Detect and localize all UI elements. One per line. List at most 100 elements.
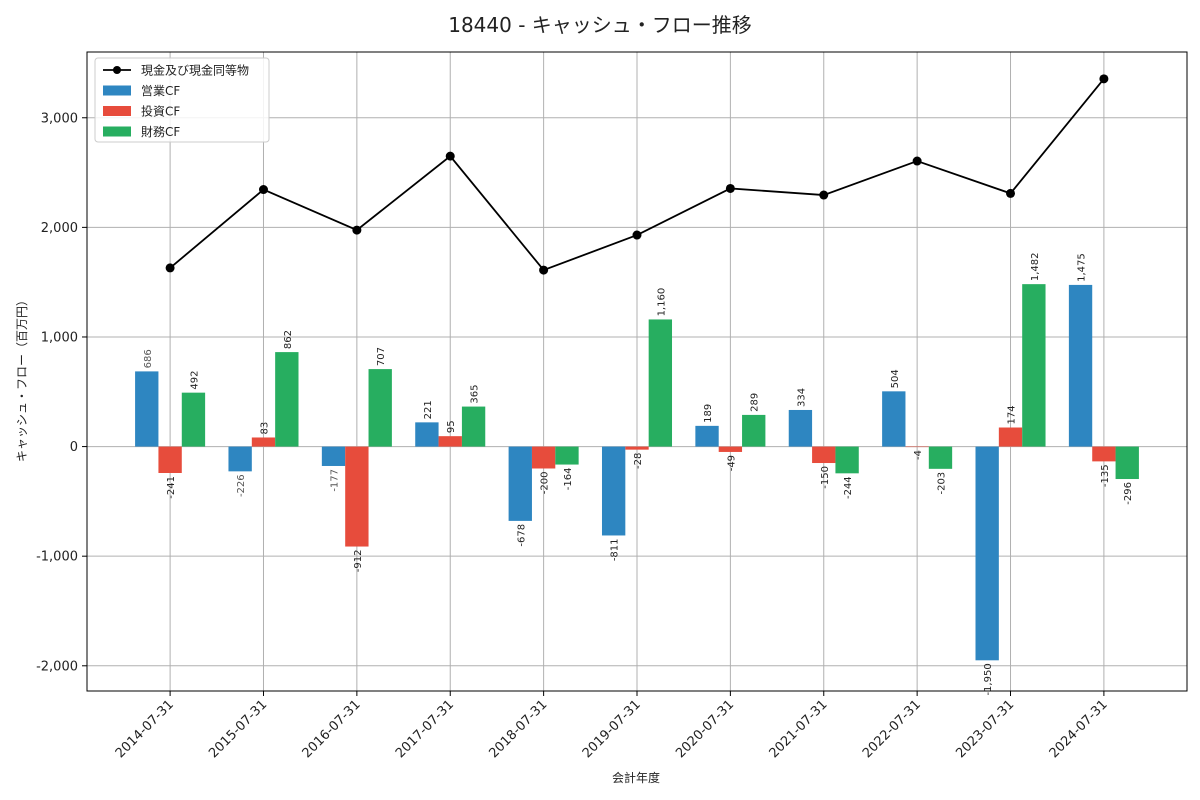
- x-tick-label: 2016-07-31: [300, 697, 364, 761]
- bar-financing: [1115, 446, 1139, 480]
- bar-value-label: 83: [259, 422, 270, 435]
- bar-value-label: 189: [703, 404, 714, 423]
- bars: [135, 284, 1139, 661]
- data-labels: 686 -226 -177 221 -678 -811 189 334 504 -1,950 1,4…: [143, 253, 1134, 696]
- cash-equivalents-marker: [725, 183, 735, 193]
- x-tick-label: 2018-07-31: [486, 697, 550, 761]
- grid: [87, 52, 1187, 691]
- legend-box: [94, 57, 270, 143]
- bar-value-label: -1,950: [983, 663, 994, 695]
- bar-value-label: 95: [446, 420, 457, 433]
- legend-marker-swatch: [113, 66, 121, 74]
- bar-operating: [601, 446, 626, 536]
- bar-investing: [345, 446, 369, 547]
- bar-value-label: -150: [820, 466, 831, 489]
- bar-financing: [835, 446, 859, 474]
- cash-equivalents-marker: [912, 156, 922, 166]
- bar-investing: [625, 446, 649, 450]
- bar-operating: [788, 409, 813, 447]
- bar-investing: [1092, 446, 1116, 462]
- x-tick-label: 2019-07-31: [580, 697, 644, 761]
- y-tick-label: -2,000: [36, 659, 78, 674]
- cash-equivalents-marker: [632, 230, 642, 240]
- legend-label: 現金及び現金同等物: [141, 63, 249, 78]
- bar-value-label: 504: [890, 369, 901, 388]
- x-tick-label: 2022-07-31: [860, 697, 924, 761]
- bar-operating: [508, 446, 532, 521]
- bar-operating: [321, 446, 346, 466]
- legend-label: 投資CF: [141, 104, 180, 119]
- y-tick-label: 1,000: [41, 330, 78, 345]
- bar-value-label: -244: [843, 476, 854, 499]
- x-tick-label: 2021-07-31: [767, 697, 831, 761]
- cash-equivalents-marker: [258, 185, 268, 195]
- bar-operating: [975, 446, 999, 661]
- bar-value-label: -241: [166, 476, 177, 499]
- bar-value-label: 707: [376, 347, 387, 366]
- bar-value-label: -177: [330, 469, 341, 492]
- bar-investing: [718, 446, 743, 452]
- bar-operating: [135, 371, 159, 447]
- bar-investing: [531, 446, 556, 469]
- bar-value-label: -203: [936, 472, 947, 495]
- y-tick-label: 3,000: [41, 111, 78, 126]
- x-tick-label: 2024-07-31: [1047, 697, 1111, 761]
- bar-value-label: -811: [610, 538, 621, 561]
- bar-value-label: 1,160: [656, 288, 667, 317]
- bar-value-label: -678: [516, 524, 527, 547]
- x-tick-label: 2020-07-31: [673, 697, 737, 761]
- bar-value-label: -49: [726, 455, 737, 471]
- legend-label: 営業CF: [141, 84, 180, 98]
- bar-value-label: -296: [1123, 482, 1134, 505]
- bar-value-label: -28: [633, 453, 644, 469]
- bar-financing: [368, 369, 392, 447]
- bar-financing: [742, 414, 766, 447]
- bar-value-label: 174: [1007, 405, 1018, 424]
- bar-value-label: -912: [353, 550, 364, 573]
- bar-value-label: 1,475: [1077, 253, 1088, 282]
- bar-value-label: -135: [1100, 464, 1111, 487]
- bar-value-label: 365: [470, 384, 481, 403]
- bar-investing: [438, 436, 462, 447]
- cash-equivalents-marker: [1099, 74, 1109, 84]
- y-tick-label: -1,000: [36, 550, 78, 565]
- bar-operating: [695, 425, 719, 447]
- bar-financing: [1022, 284, 1046, 447]
- cash-equivalents-marker: [539, 265, 549, 275]
- chart-title: 18440 - キャッシュ・フロー推移: [448, 13, 752, 37]
- x-tick-label: 2014-07-31: [113, 697, 177, 761]
- y-tick-label: 0: [70, 440, 78, 455]
- bar-operating: [415, 422, 439, 447]
- x-tick-label: 2015-07-31: [206, 697, 270, 761]
- bar-value-label: 334: [796, 388, 807, 407]
- legend-bar-swatch: [103, 85, 131, 96]
- bar-value-label: 492: [189, 371, 200, 390]
- cash-equivalents-marker: [1006, 188, 1016, 198]
- bar-investing: [158, 446, 182, 473]
- legend-bar-swatch: [103, 126, 131, 137]
- cash-equivalents-marker: [445, 151, 455, 161]
- bar-investing: [998, 427, 1023, 447]
- bar-value-label: -226: [236, 474, 247, 497]
- y-axis-label: キャッシュ・フロー（百万円）: [15, 294, 29, 462]
- y-tick-label: 2,000: [41, 221, 78, 236]
- bar-value-label: -200: [540, 472, 551, 495]
- bar-financing: [181, 392, 206, 447]
- bar-financing: [648, 319, 673, 447]
- legend-bar-swatch: [103, 106, 131, 116]
- bar-investing: [251, 437, 276, 447]
- bar-financing: [461, 406, 486, 447]
- bar-value-label: 686: [143, 349, 154, 368]
- x-axis-label: 会計年度: [612, 770, 660, 785]
- bar-investing: [812, 446, 836, 464]
- cash-equivalents-marker: [819, 190, 829, 200]
- bar-operating: [228, 446, 252, 472]
- bar-financing: [928, 446, 953, 469]
- cash-equivalents-marker: [165, 263, 175, 273]
- bar-value-label: 289: [750, 393, 761, 412]
- bar-value-label: 862: [283, 330, 294, 349]
- bar-value-label: -4: [913, 450, 924, 460]
- bar-financing: [275, 352, 299, 447]
